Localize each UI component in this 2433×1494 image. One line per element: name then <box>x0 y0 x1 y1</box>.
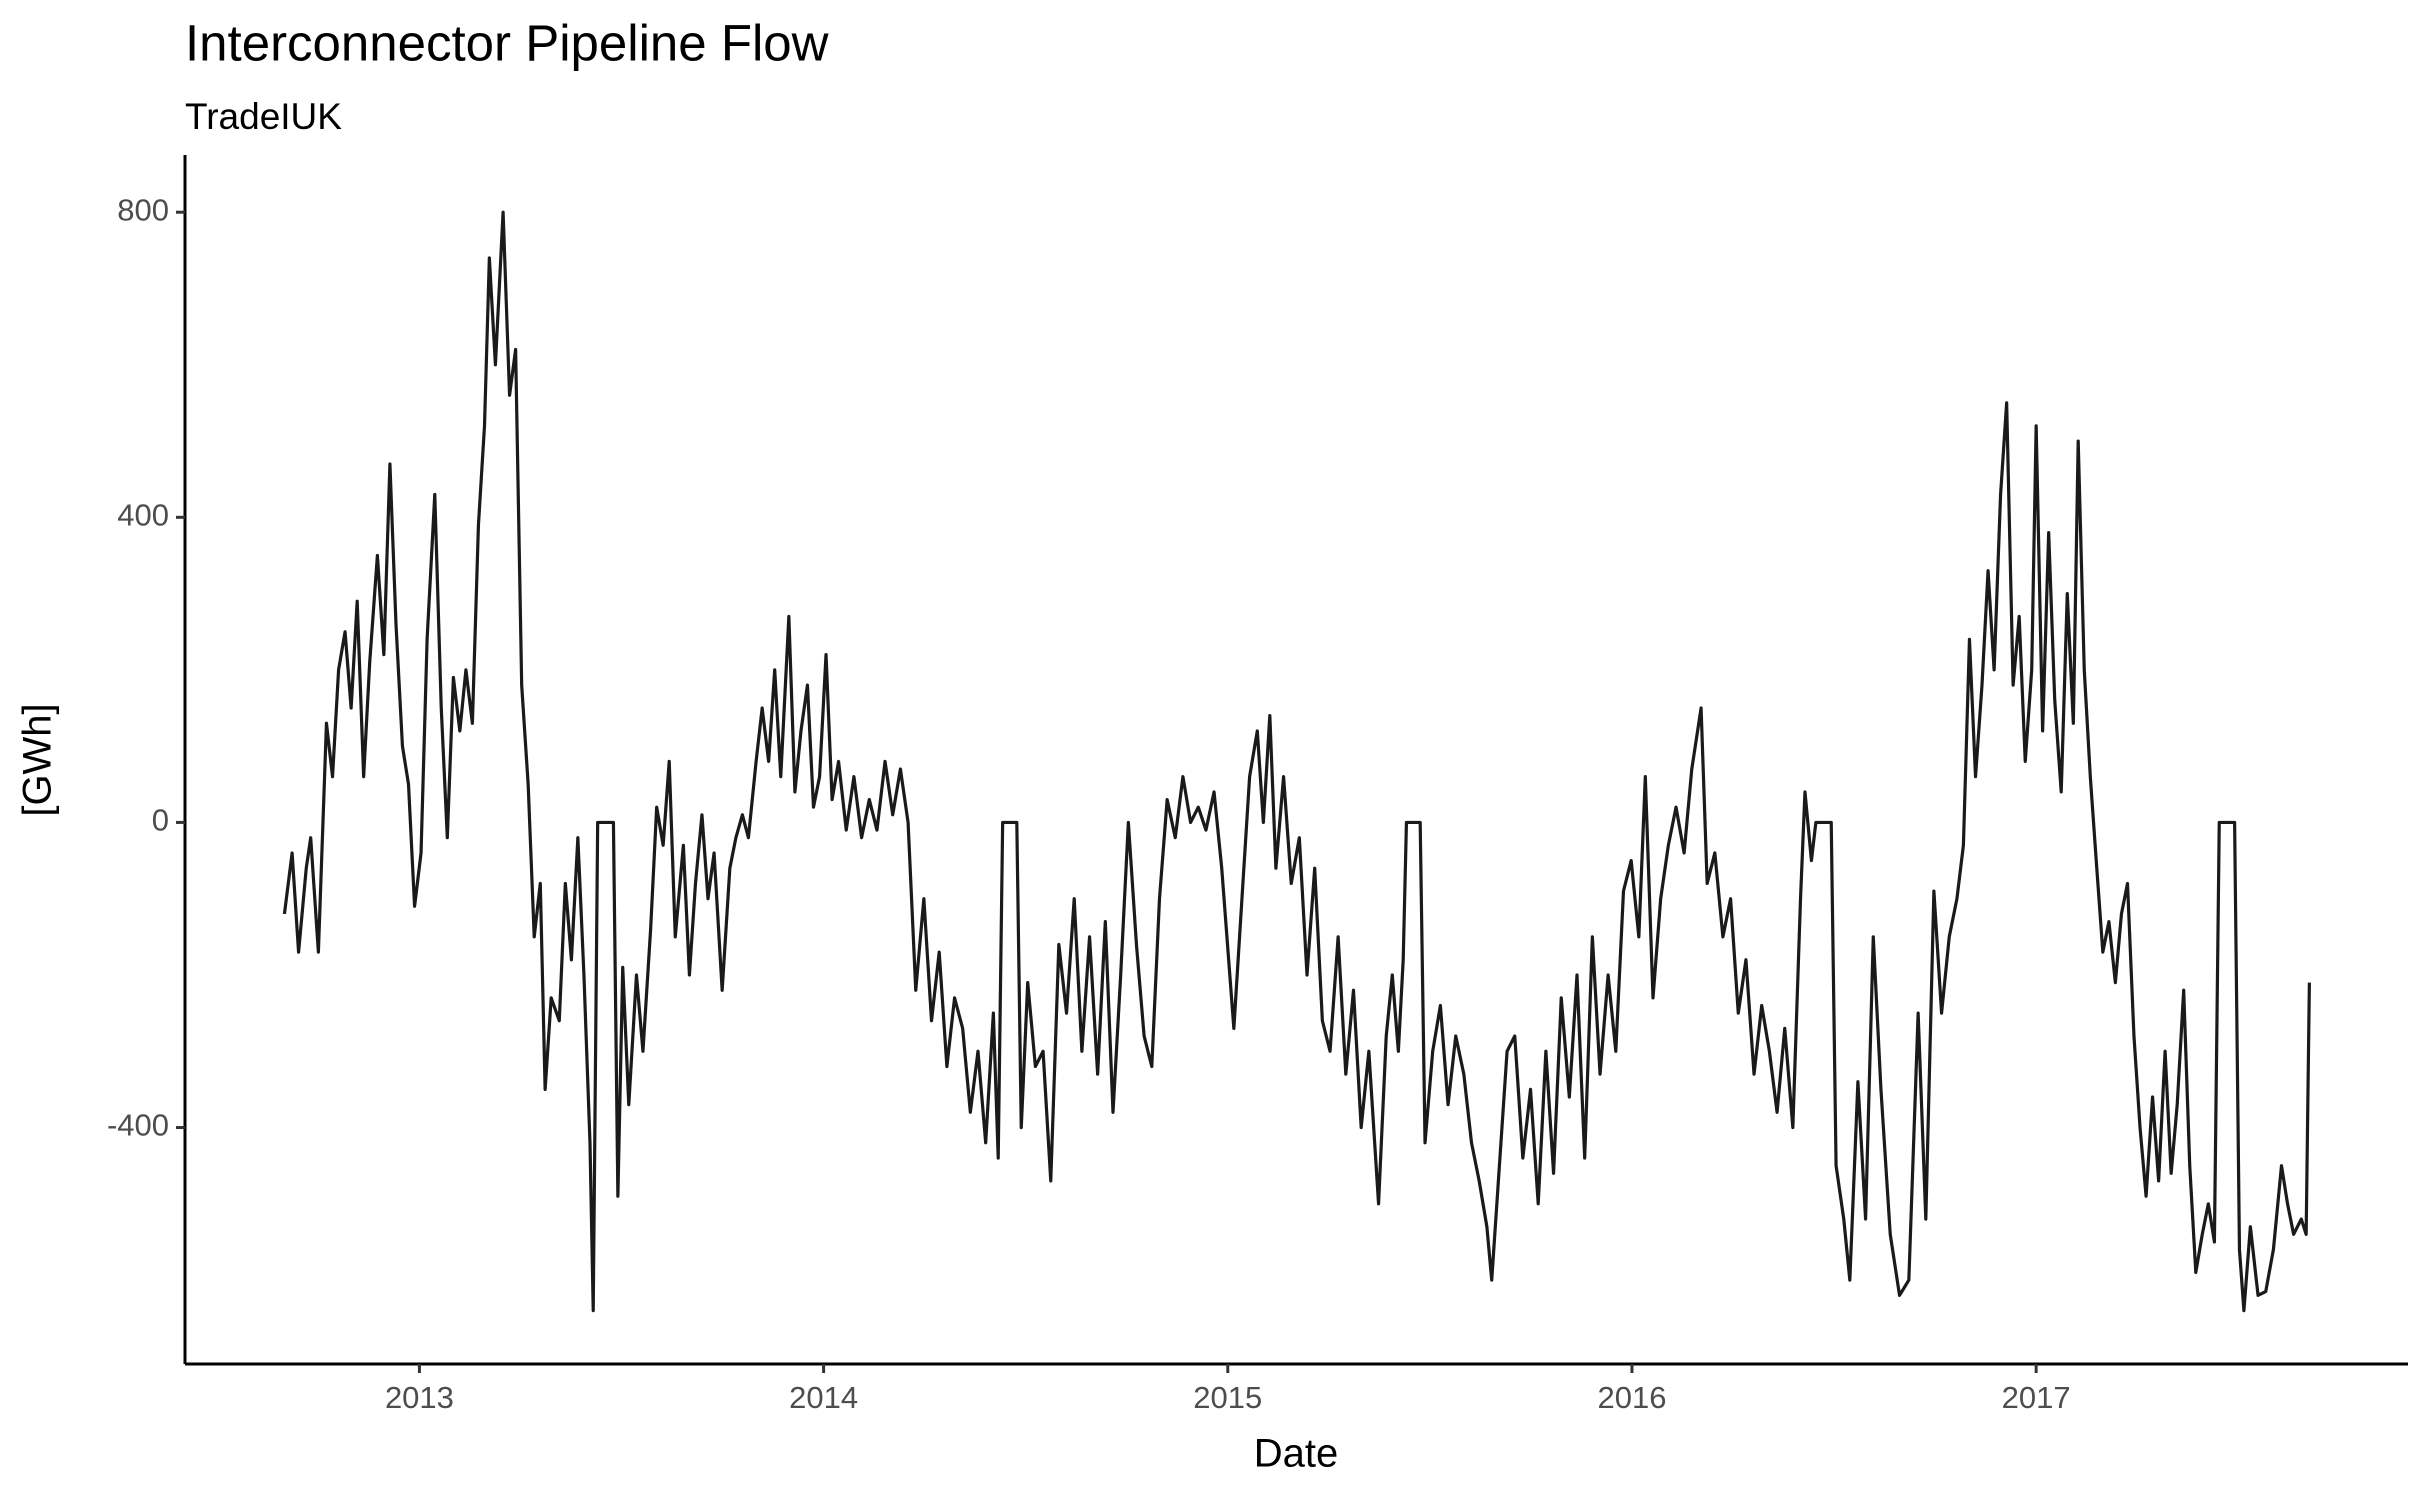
y-tick-label: 400 <box>117 498 169 533</box>
y-axis-title: [GWh] <box>16 703 60 816</box>
y-tick-label: -400 <box>107 1108 169 1143</box>
x-tick-label: 2017 <box>2002 1380 2071 1415</box>
x-tick-label: 2013 <box>385 1380 454 1415</box>
data-line <box>282 210 2311 1313</box>
chart-subtitle: TradeIUK <box>185 96 342 137</box>
x-tick-label: 2014 <box>789 1380 858 1415</box>
x-axis-title: Date <box>1254 1432 1339 1476</box>
y-tick-label: 0 <box>152 803 169 838</box>
y-tick-label: 800 <box>117 192 169 227</box>
x-tick-label: 2016 <box>1597 1380 1666 1415</box>
x-tick-label: 2015 <box>1193 1380 1262 1415</box>
chart-title: Interconnector Pipeline Flow <box>185 14 829 71</box>
